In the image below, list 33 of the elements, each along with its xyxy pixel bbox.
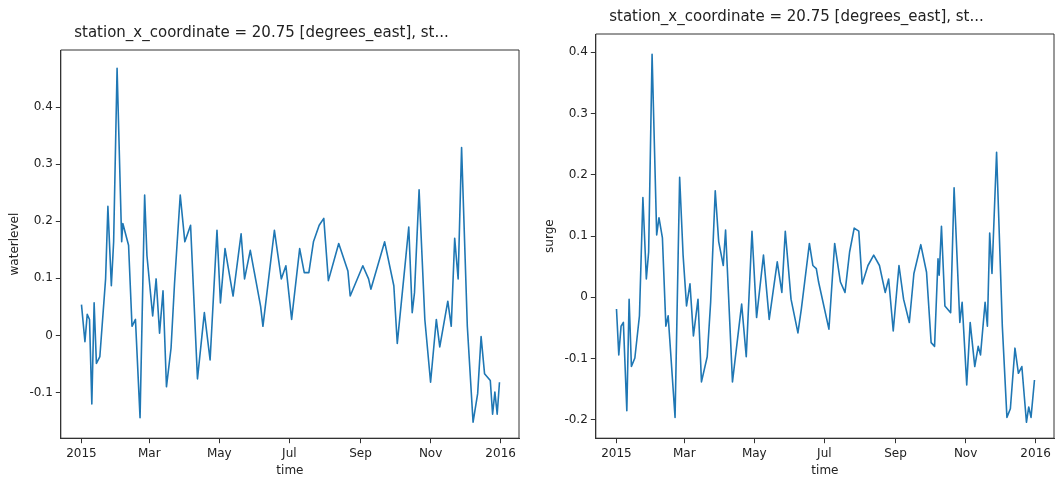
y-tick-label: 0.4 <box>33 99 53 114</box>
y-tick-label: 0.4 <box>568 44 588 59</box>
x-tick-label: Mar <box>137 445 161 460</box>
y-tick-label: -0.1 <box>564 350 588 365</box>
x-tick-label: Sep <box>349 445 372 460</box>
x-tick-label: 2015 <box>66 445 97 460</box>
x-tick-label: 2015 <box>601 445 632 460</box>
y-tick-label: 0.3 <box>33 156 53 171</box>
x-tick-label: Sep <box>884 445 907 460</box>
x-tick-label: May <box>741 445 767 460</box>
y-tick-label: -0.1 <box>29 384 53 399</box>
x-tick-label: Mar <box>672 445 696 460</box>
y-tick-label: 0.3 <box>568 105 588 120</box>
chart-title: station_x_coordinate = 20.75 [degrees_east], st... <box>74 22 449 42</box>
x-tick-label: May <box>206 445 232 460</box>
y-tick-label: 0 <box>580 289 588 304</box>
x-tick-label: Nov <box>953 445 978 460</box>
y-axis-title: waterlevel <box>7 212 22 276</box>
y-tick-label: -0.2 <box>564 411 588 426</box>
x-tick-label: Nov <box>418 445 443 460</box>
y-axis-title: surge <box>542 219 557 253</box>
y-tick-label: 0.1 <box>33 270 53 285</box>
x-axis-title: time <box>811 462 839 477</box>
x-tick-label: 2016 <box>1020 445 1051 460</box>
x-tick-label: Jul <box>281 445 297 460</box>
y-tick-label: 0.2 <box>568 166 588 181</box>
y-tick-label: 0 <box>45 327 53 342</box>
x-tick-label: Jul <box>816 445 832 460</box>
y-tick-label: 0.2 <box>33 213 53 228</box>
chart-title: station_x_coordinate = 20.75 [degrees_east], st... <box>609 6 984 26</box>
x-axis-title: time <box>276 462 304 477</box>
x-tick-label: 2016 <box>485 445 516 460</box>
y-tick-label: 0.1 <box>568 228 588 243</box>
